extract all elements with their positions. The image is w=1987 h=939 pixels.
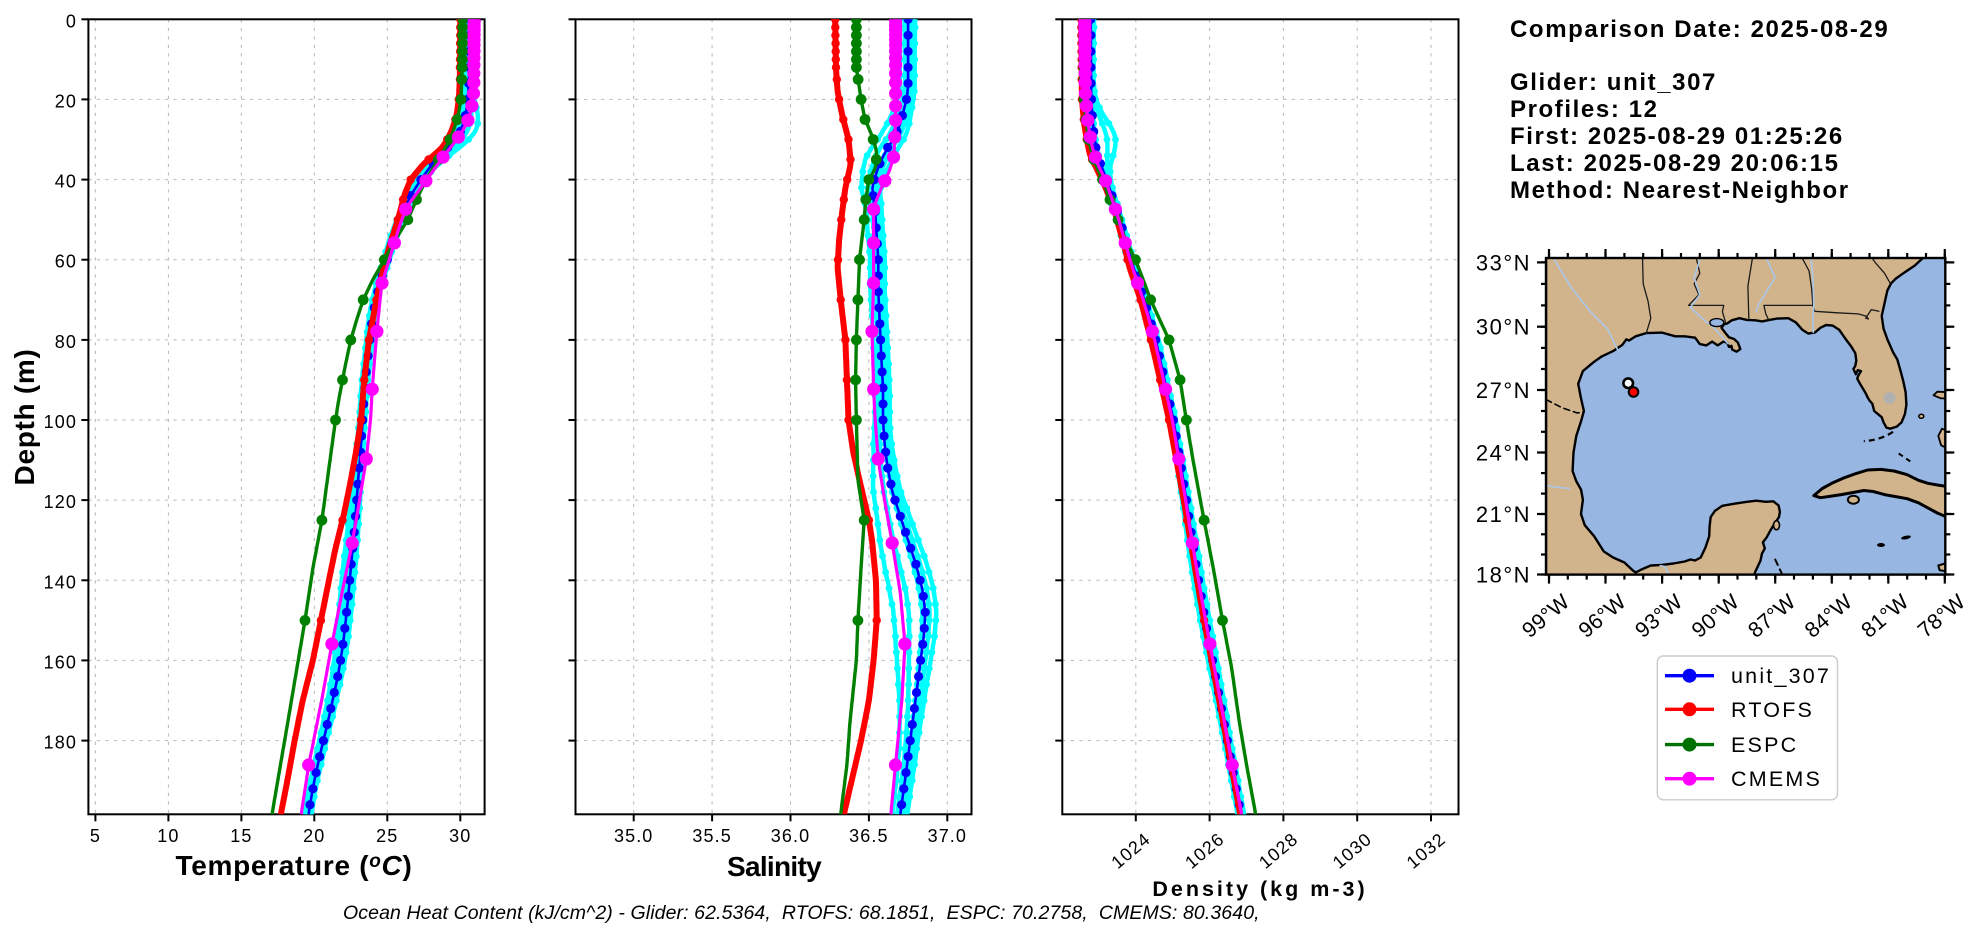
svg-text:Last: 2025-08-29 20:06:15: Last: 2025-08-29 20:06:15 [1510, 150, 1840, 177]
svg-text:Method: Nearest-Neighbor: Method: Nearest-Neighbor [1510, 177, 1850, 204]
svg-text:Profiles: 12: Profiles: 12 [1510, 96, 1659, 123]
svg-text:CMEMS: CMEMS [1731, 767, 1822, 791]
svg-text:80: 80 [55, 332, 77, 352]
svg-text:60: 60 [55, 252, 77, 272]
svg-text:36.0: 36.0 [771, 826, 810, 846]
svg-text:160: 160 [44, 652, 77, 672]
svg-text:40: 40 [55, 172, 77, 192]
svg-text:30: 30 [449, 826, 471, 846]
svg-text:27°N: 27°N [1476, 378, 1531, 403]
svg-text:36.5: 36.5 [849, 826, 888, 846]
svg-text:5: 5 [90, 826, 101, 846]
svg-text:0: 0 [66, 11, 77, 31]
svg-text:10: 10 [157, 826, 179, 846]
svg-text:Salinity: Salinity [727, 851, 822, 882]
svg-text:37.0: 37.0 [928, 826, 967, 846]
svg-text:21°N: 21°N [1476, 502, 1531, 527]
svg-text:Comparison Date: 2025-08-29: Comparison Date: 2025-08-29 [1510, 16, 1889, 43]
svg-text:100: 100 [44, 412, 77, 432]
svg-text:33°N: 33°N [1476, 250, 1531, 275]
svg-text:20: 20 [55, 91, 77, 111]
svg-text:First: 2025-08-29 01:25:26: First: 2025-08-29 01:25:26 [1510, 123, 1844, 150]
svg-text:ESPC: ESPC [1731, 733, 1798, 757]
svg-text:140: 140 [44, 572, 77, 592]
svg-text:unit_307: unit_307 [1731, 664, 1831, 688]
svg-text:180: 180 [44, 733, 77, 753]
svg-text:35.5: 35.5 [692, 826, 731, 846]
svg-text:Depth (m): Depth (m) [9, 349, 40, 486]
svg-text:Ocean Heat Content (kJ/cm^2) -: Ocean Heat Content (kJ/cm^2) - Glider: 6… [343, 902, 1260, 924]
svg-text:120: 120 [44, 492, 77, 512]
svg-text:25: 25 [376, 826, 398, 846]
svg-text:Glider: unit_307: Glider: unit_307 [1510, 69, 1717, 96]
svg-text:15: 15 [230, 826, 252, 846]
svg-text:24°N: 24°N [1476, 441, 1531, 466]
svg-text:30°N: 30°N [1476, 315, 1531, 340]
svg-text:Density (kg m-3): Density (kg m-3) [1152, 877, 1367, 901]
svg-text:RTOFS: RTOFS [1731, 698, 1814, 722]
svg-text:35.0: 35.0 [614, 826, 653, 846]
svg-text:18°N: 18°N [1476, 563, 1531, 588]
svg-text:20: 20 [303, 826, 325, 846]
